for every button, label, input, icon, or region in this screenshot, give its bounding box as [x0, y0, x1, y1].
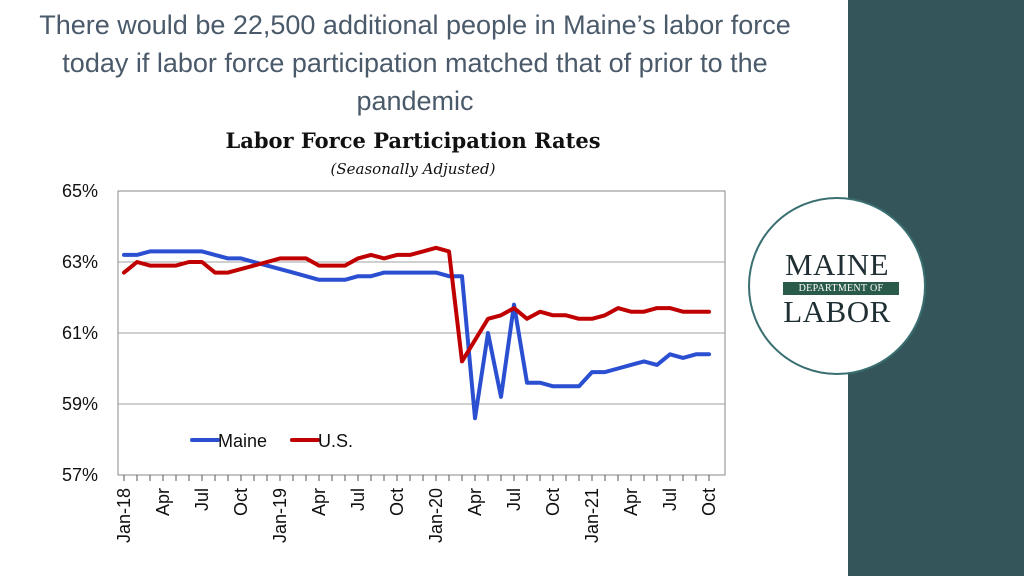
y-tick-label: 65% [62, 181, 98, 201]
logo-text-labor: LABOR [783, 294, 891, 329]
x-tick-label: Jul [504, 488, 524, 511]
x-tick-label: Jan-21 [582, 488, 602, 543]
labor-force-chart: Labor Force Participation Rates (Seasona… [62, 128, 726, 543]
legend: Maine U.S. [190, 431, 353, 451]
x-tick-label: Oct [231, 488, 251, 516]
x-tick-label: Jul [660, 488, 680, 511]
x-tick-label: Jan-18 [114, 488, 134, 543]
logo-text-maine: MAINE [784, 247, 890, 282]
legend-label: Maine [218, 431, 267, 451]
x-tick-label: Apr [153, 488, 173, 516]
x-tick-label: Oct [699, 488, 719, 516]
y-tick-label: 59% [62, 394, 98, 414]
x-tick-label: Jul [348, 488, 368, 511]
series-line-us [122, 245, 711, 364]
x-tick-label: Jan-20 [426, 488, 446, 543]
x-tick-label: Apr [309, 488, 329, 516]
maine-dol-logo: MAINE DEPARTMENT OF LABOR [748, 197, 926, 375]
x-tick-label: Oct [543, 488, 563, 516]
y-tick-label: 57% [62, 465, 98, 485]
x-tick-label: Apr [621, 488, 641, 516]
grid-lines [118, 261, 725, 405]
x-tick-label: Jan-19 [270, 488, 290, 543]
x-axis: Jan-18 Apr Jul Oct Jan-19 Apr Jul Oct Jan-20 Apr J… [114, 475, 719, 543]
x-tick-label: Oct [387, 488, 407, 516]
legend-label: U.S. [318, 431, 353, 451]
chart-subtitle: (Seasonally Adjusted) [331, 160, 496, 178]
y-tick-label: 63% [62, 252, 98, 272]
chart-title: Labor Force Participation Rates [225, 128, 600, 153]
headline: There would be 22,500 additional people … [39, 10, 791, 116]
series-group [122, 245, 711, 421]
series-line-maine [122, 249, 711, 421]
y-axis: 57% 59% 61% 63% 65% [62, 181, 98, 485]
x-tick-label: Apr [465, 488, 485, 516]
x-tick-label: Jul [192, 488, 212, 511]
logo-text-department: DEPARTMENT OF [783, 282, 899, 295]
y-tick-label: 61% [62, 323, 98, 343]
